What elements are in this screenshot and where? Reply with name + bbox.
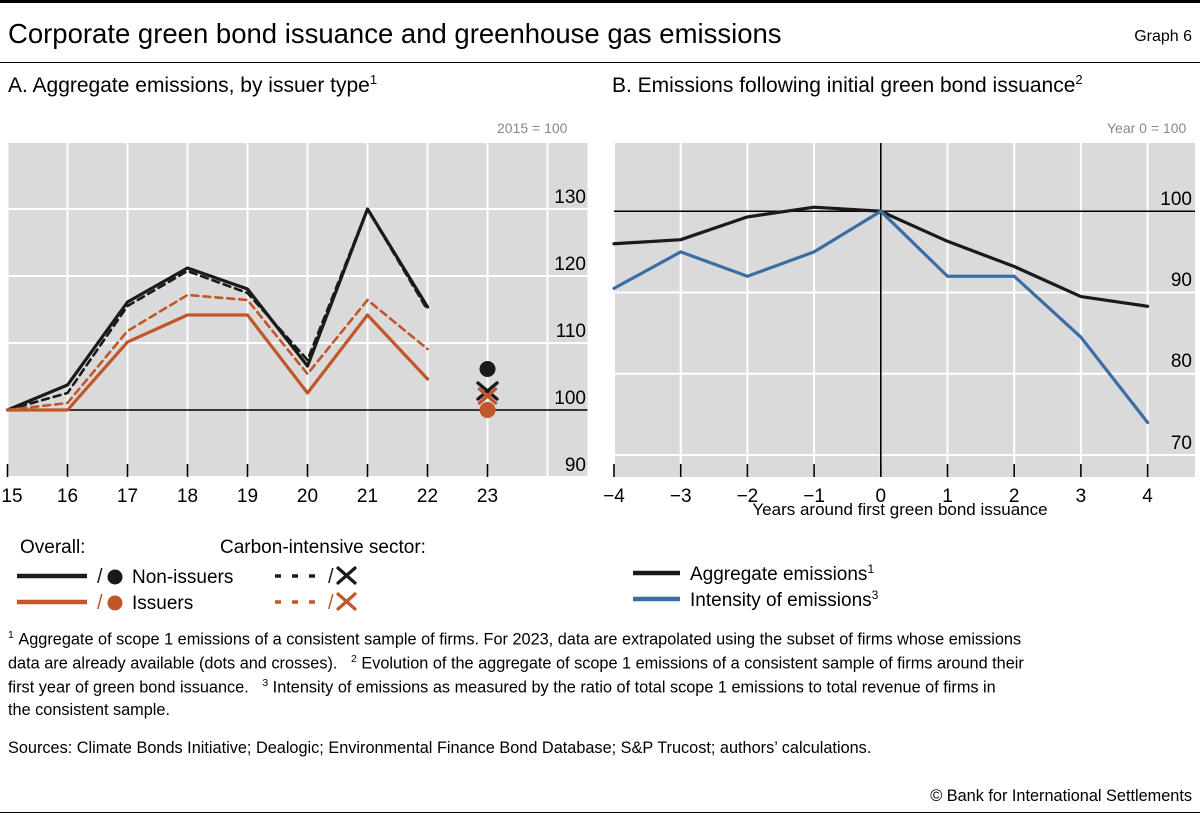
svg-text:16: 16	[57, 486, 78, 507]
svg-text:21: 21	[357, 486, 378, 507]
svg-text:/: /	[97, 592, 103, 614]
svg-text:/: /	[328, 566, 334, 588]
svg-text:23: 23	[477, 486, 498, 507]
svg-text:80: 80	[1171, 351, 1192, 372]
svg-text:Intensity of emissions3: Intensity of emissions3	[690, 588, 879, 611]
svg-text:Overall:: Overall:	[20, 537, 85, 558]
svg-text:/: /	[97, 566, 103, 588]
svg-text:120: 120	[554, 254, 586, 275]
svg-text:/: /	[328, 592, 334, 614]
svg-text:110: 110	[556, 321, 586, 342]
svg-text:−4: −4	[603, 486, 625, 507]
svg-text:90: 90	[565, 455, 586, 476]
svg-text:70: 70	[1171, 433, 1192, 454]
svg-text:Aggregate emissions1: Aggregate emissions1	[690, 562, 874, 585]
svg-text:−3: −3	[670, 486, 692, 507]
svg-text:22: 22	[417, 486, 438, 507]
svg-text:18: 18	[177, 486, 198, 507]
svg-text:20: 20	[297, 486, 318, 507]
svg-text:100: 100	[1160, 189, 1192, 210]
svg-text:4: 4	[1142, 486, 1153, 507]
svg-text:Non-issuers: Non-issuers	[132, 567, 233, 588]
svg-text:130: 130	[554, 187, 586, 208]
svg-text:90: 90	[1171, 270, 1192, 291]
svg-text:19: 19	[237, 486, 258, 507]
svg-text:17: 17	[117, 486, 138, 507]
svg-text:Issuers: Issuers	[132, 593, 193, 614]
svg-text:100: 100	[554, 388, 586, 409]
svg-text:15: 15	[1, 486, 22, 507]
svg-text:Carbon-intensive sector:: Carbon-intensive sector:	[220, 537, 426, 558]
